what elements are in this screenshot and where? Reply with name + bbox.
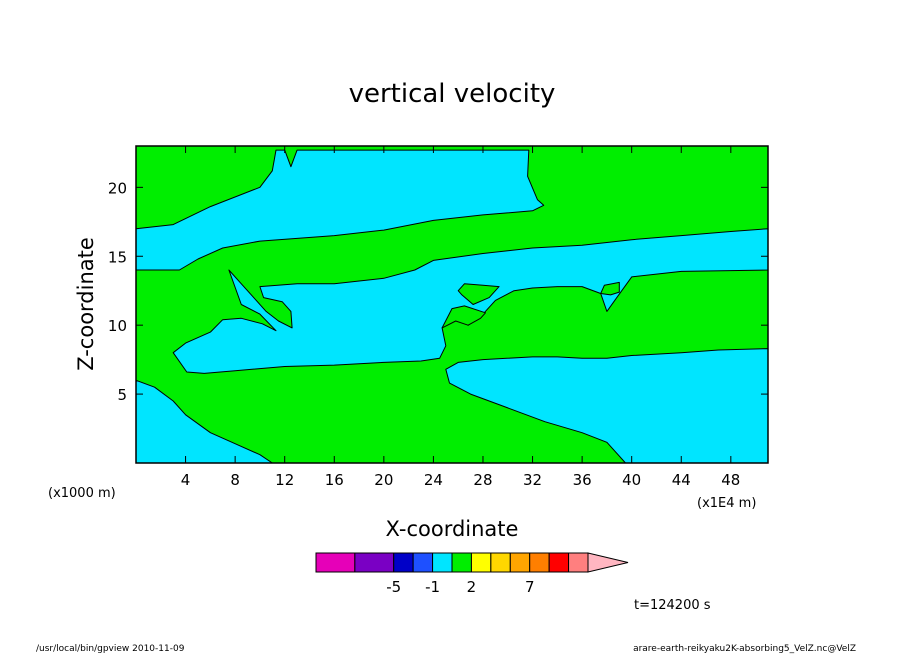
- x-tick-label: 4: [181, 471, 191, 489]
- x-tick-label: 24: [424, 471, 443, 489]
- x-tick-label: 20: [374, 471, 393, 489]
- footer-command: /usr/local/bin/gpview 2010-11-09: [36, 644, 185, 654]
- y-axis-label: Z-coordinate: [74, 237, 98, 371]
- colorbar-segment: [490, 552, 511, 573]
- x-unit-label: (x1E4 m): [697, 496, 756, 511]
- colorbar-label: 7: [525, 578, 535, 596]
- colorbar-segment: [315, 552, 356, 573]
- x-axis-label: X-coordinate: [386, 517, 519, 541]
- x-tick-label: 16: [325, 471, 344, 489]
- x-tick-label: 12: [275, 471, 294, 489]
- y-axis-ticks: 5 10 15 20: [108, 179, 768, 404]
- colorbar-segment: [393, 552, 414, 573]
- y-tick-label: 5: [117, 386, 127, 404]
- time-label: t=124200 s: [634, 598, 711, 613]
- x-tick-label: 48: [721, 471, 740, 489]
- x-tick-label: 28: [473, 471, 492, 489]
- x-axis-ticks: 4 8 12 16 20 24 28 32 36 40 44 48: [181, 146, 740, 489]
- colorbar-label: -5: [386, 578, 401, 596]
- y-tick-label: 15: [108, 248, 127, 266]
- colorbar-segment: [529, 552, 550, 573]
- colorbar-segment: [412, 552, 434, 573]
- footer-file: arare-earth-reikyaku2K-absorbing5_VelZ.n…: [633, 644, 856, 654]
- colorbar-segment: [509, 552, 531, 573]
- plot-area: [135, 145, 769, 464]
- x-tick-label: 8: [230, 471, 240, 489]
- x-tick-label: 44: [672, 471, 691, 489]
- y-tick-label: 20: [108, 179, 127, 197]
- colorbar-segment: [568, 552, 589, 573]
- plot-frame: [135, 145, 769, 464]
- y-tick-label: 10: [108, 317, 127, 335]
- y-unit-label: (x1000 m): [48, 486, 116, 501]
- colorbar-extension-arrow: [587, 552, 629, 573]
- colorbar-label: -1: [425, 578, 440, 596]
- colorbar-segment: [548, 552, 570, 573]
- colorbar-segment: [451, 552, 472, 573]
- chart-title: vertical velocity: [349, 79, 556, 109]
- contour-region-tongue-lower-right: [445, 348, 769, 464]
- contour-region-pocket-38: [600, 281, 620, 296]
- contour-region-pocket-28: [457, 283, 500, 305]
- colorbar: -5 -1 2 7: [315, 552, 629, 596]
- contour-region-pocket-center: [441, 305, 486, 329]
- contour-region-band-upper: [135, 149, 545, 271]
- colorbar-label: 2: [467, 578, 477, 596]
- x-tick-label: 32: [523, 471, 542, 489]
- colorbar-segment: [432, 552, 453, 573]
- x-tick-label: 40: [622, 471, 641, 489]
- colorbar-segment: [354, 552, 395, 573]
- x-tick-label: 36: [573, 471, 592, 489]
- colorbar-segment: [470, 552, 492, 573]
